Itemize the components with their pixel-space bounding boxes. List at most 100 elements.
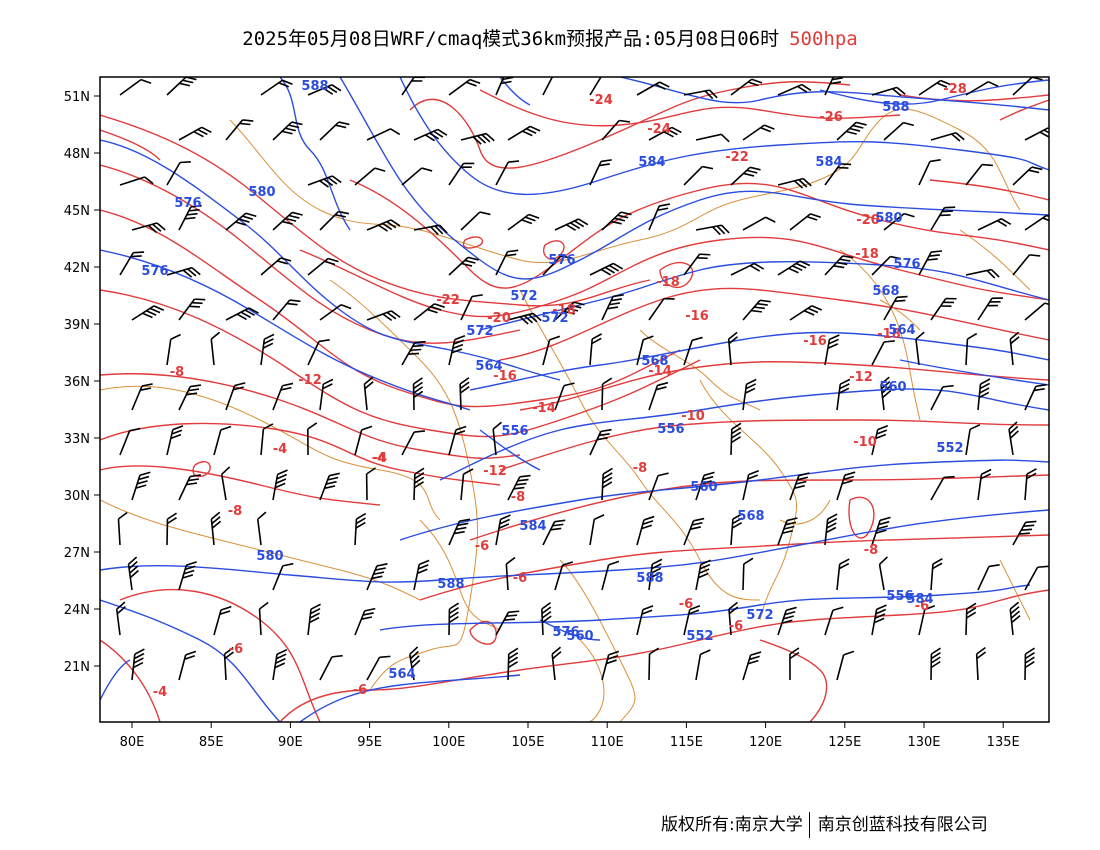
wind-barb	[354, 425, 373, 456]
height-label: 584	[638, 155, 665, 170]
temperature-label: -18	[656, 275, 680, 290]
border-line	[999, 559, 1031, 621]
wind-barb	[258, 601, 269, 636]
wind-barb	[683, 336, 703, 366]
temperature-label: -14	[532, 401, 556, 416]
wind-barb	[601, 467, 613, 501]
footer-separator	[808, 812, 810, 838]
temperature-label: -20	[856, 213, 880, 228]
wind-barb	[260, 257, 292, 276]
wind-barb	[648, 381, 669, 411]
wind-barb	[178, 650, 197, 681]
height-isoline	[299, 674, 521, 722]
wind-barb	[589, 159, 612, 186]
wind-barbs	[115, 77, 1049, 681]
temperature-label: -12	[298, 373, 322, 388]
temperature-isotherm	[469, 621, 497, 645]
wind-barb	[354, 167, 386, 186]
wind-barb	[836, 121, 867, 141]
longitude-axis: 80E 85E 90E 95E 100E 105E 110E 115E 120E 125E 130E…	[120, 722, 1020, 750]
lon-tick-label: 130E	[907, 735, 940, 750]
title-level: 500hpa	[789, 28, 858, 50]
temperature-isotherm	[100, 209, 681, 408]
height-label: 560	[690, 480, 717, 495]
wind-barb	[777, 260, 811, 276]
height-label: 556	[501, 424, 528, 439]
wind-barb	[730, 78, 763, 96]
wind-barb	[401, 340, 426, 366]
wind-barb	[366, 219, 401, 232]
wind-barb	[551, 646, 562, 681]
wind-barb	[115, 601, 126, 636]
wind-barb	[965, 268, 1000, 279]
height-isoline	[100, 509, 1049, 583]
wind-barb	[836, 650, 855, 681]
lon-tick-label: 135E	[987, 735, 1020, 750]
border-line	[839, 249, 921, 421]
height-label: 568	[872, 284, 899, 299]
wind-barb	[225, 382, 246, 411]
wind-barb	[1024, 565, 1049, 591]
lon-tick-label: 85E	[199, 735, 224, 750]
wind-barb	[601, 211, 632, 231]
height-isoline	[100, 659, 131, 701]
wind-barb	[119, 78, 152, 96]
wind-barb	[448, 78, 481, 96]
temperature-isotherm	[543, 240, 565, 260]
wind-barb	[401, 430, 426, 456]
height-label: 564	[888, 323, 915, 338]
height-isoline	[379, 584, 1031, 631]
wind-barb	[975, 646, 987, 681]
wind-barb	[413, 224, 448, 236]
wind-barb	[601, 377, 613, 411]
wind-barb	[589, 333, 603, 366]
wind-barb	[131, 648, 145, 681]
height-label: 572	[541, 311, 568, 326]
height-isoline	[399, 77, 1049, 196]
wind-barb	[636, 81, 670, 96]
wind-barb	[505, 556, 516, 591]
wind-barb	[789, 305, 823, 321]
temperature-label: -16	[493, 369, 517, 384]
wind-barb	[742, 651, 762, 681]
wind-barb	[460, 294, 483, 321]
wind-barb	[824, 77, 843, 96]
wind-barb	[930, 131, 965, 142]
wind-barb	[601, 560, 620, 591]
wind-barb	[272, 562, 294, 591]
wind-barb	[272, 299, 301, 321]
wind-barb	[742, 469, 759, 501]
wind-barb	[878, 556, 888, 591]
temperature-isotherm	[409, 81, 851, 169]
height-label: 564	[388, 667, 415, 682]
temperature-label: -16	[685, 309, 709, 324]
wind-barb	[1009, 331, 1020, 366]
temperature-label: -16	[803, 334, 827, 349]
wind-barb	[930, 475, 955, 501]
wind-barb	[307, 257, 339, 276]
height-label: 584	[519, 519, 546, 534]
wind-barb	[977, 378, 991, 411]
wind-barb	[930, 297, 957, 321]
wind-barb	[401, 167, 433, 186]
temperature-isotherm	[100, 639, 161, 722]
wind-barb	[777, 177, 812, 189]
temperature-label: -4	[373, 451, 387, 466]
wind-barb	[730, 422, 742, 456]
height-isoline	[399, 459, 1049, 541]
wind-barb	[366, 655, 391, 681]
lat-tick-label: 39N	[64, 318, 90, 333]
wind-barb	[695, 559, 712, 591]
wind-barb	[930, 558, 943, 591]
height-isoline	[100, 249, 471, 411]
lat-tick-label: 27N	[64, 546, 90, 561]
wind-barb	[507, 213, 540, 231]
wind-barb	[413, 303, 445, 321]
wind-barb	[601, 650, 620, 681]
height-isoline	[539, 619, 601, 641]
wind-barb	[965, 163, 993, 186]
wind-barb	[460, 132, 495, 145]
wind-barb	[918, 250, 943, 276]
border-line	[639, 329, 761, 411]
wind-barb	[131, 383, 153, 411]
